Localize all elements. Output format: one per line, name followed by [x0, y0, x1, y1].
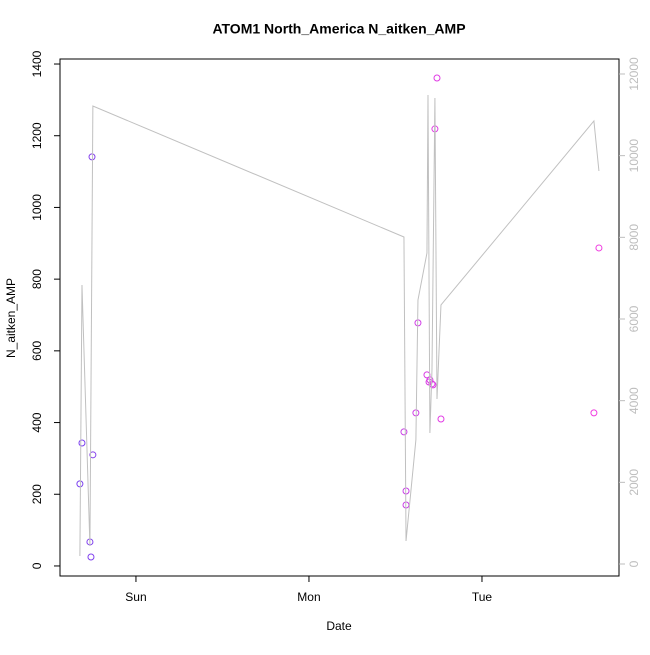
series-line	[79, 94, 600, 556]
x-tick-label: Tue	[472, 590, 493, 604]
chart-title: ATOM1 North_America N_aitken_AMP	[212, 21, 465, 37]
x-tick-label: Sun	[125, 590, 146, 604]
y-tick-label: 200	[30, 484, 44, 504]
y-tick-label: 1400	[30, 50, 44, 77]
point	[87, 553, 95, 561]
point	[78, 439, 86, 447]
point	[433, 74, 441, 82]
y-tick-label: 800	[30, 269, 44, 289]
x-axis-label: Date	[326, 619, 352, 633]
y2-tick-label: 0	[627, 560, 641, 567]
point	[89, 451, 97, 459]
y2-tick-label: 12000	[627, 57, 641, 91]
point	[590, 409, 598, 417]
point	[400, 428, 408, 436]
y-tick-label: 0	[30, 562, 44, 569]
y2-tick-label: 4000	[627, 387, 641, 414]
point	[76, 480, 84, 488]
y2-tick-label: 10000	[627, 139, 641, 173]
y2-tick-label: 2000	[627, 469, 641, 496]
point	[88, 153, 96, 161]
y-tick-label: 1000	[30, 194, 44, 221]
y-tick-label: 400	[30, 412, 44, 432]
y-axis-label: N_aitken_AMP	[4, 278, 18, 358]
y2-tick-label: 8000	[627, 224, 641, 251]
y2-tick-label: 6000	[627, 305, 641, 332]
plot-frame	[59, 58, 620, 577]
point	[595, 244, 603, 252]
point	[437, 415, 445, 423]
x-tick-label: Mon	[297, 590, 320, 604]
y-tick-label: 600	[30, 341, 44, 361]
y-tick-label: 1200	[30, 122, 44, 149]
